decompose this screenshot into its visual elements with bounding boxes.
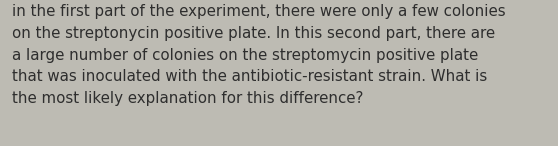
Text: in the first part of the experiment, there were only a few colonies
on the strep: in the first part of the experiment, the…: [12, 4, 506, 106]
